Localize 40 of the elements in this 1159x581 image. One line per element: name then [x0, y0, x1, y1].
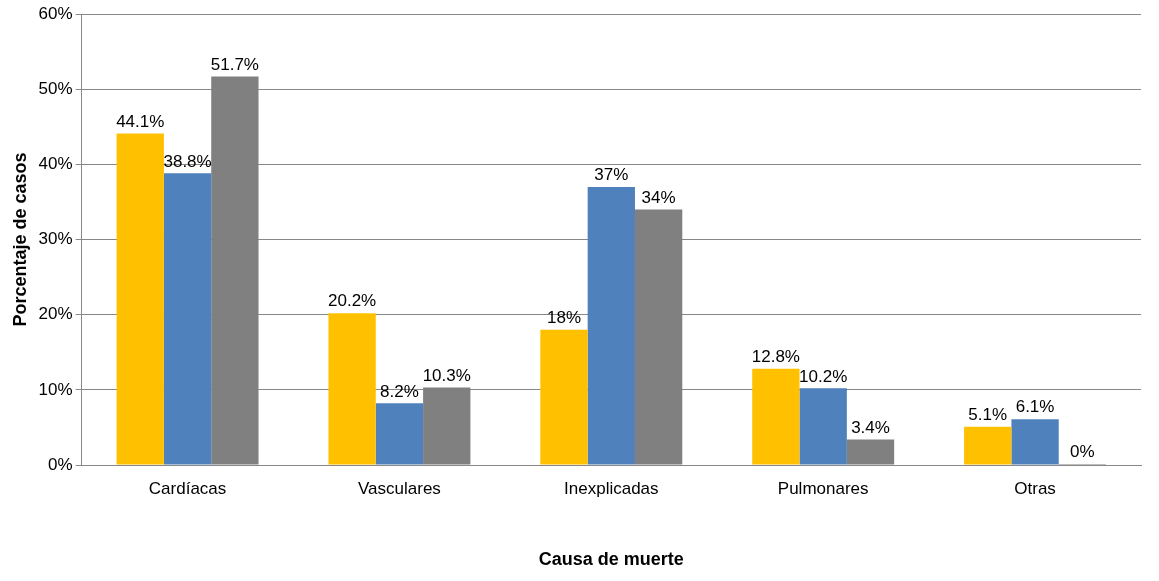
- data-label: 6.1%: [1015, 397, 1055, 417]
- y-axis-title: Porcentaje de casos: [9, 152, 30, 327]
- y-tick-label: 20%: [38, 304, 73, 324]
- bar: [846, 439, 895, 465]
- y-tick-label: 50%: [38, 78, 73, 98]
- data-label: 0%: [1070, 442, 1095, 462]
- x-tick-label: Pulmonares: [777, 478, 869, 498]
- bar: [1011, 419, 1059, 465]
- bar: [540, 329, 588, 465]
- data-label: 20.2%: [328, 291, 377, 311]
- x-axis-title: Causa de muerte: [538, 549, 684, 570]
- data-label: 38.8%: [163, 151, 212, 171]
- bar: [163, 173, 212, 465]
- data-label: 34%: [641, 187, 676, 207]
- data-label: 18%: [546, 307, 582, 327]
- y-tick-label: 40%: [38, 154, 73, 174]
- x-tick-label: Otras: [1014, 478, 1056, 498]
- x-tick-label: Cardíacas: [148, 478, 227, 498]
- bar: [587, 186, 635, 465]
- bar: [328, 313, 376, 465]
- bar: [375, 403, 424, 465]
- bar: [799, 388, 847, 465]
- data-label: 51.7%: [210, 54, 259, 74]
- y-tick-label: 10%: [38, 379, 73, 399]
- data-label: 3.4%: [851, 417, 890, 437]
- y-tick-label: 30%: [38, 229, 73, 249]
- data-label: 5.1%: [968, 404, 1008, 424]
- bar: [964, 426, 1012, 465]
- x-tick-label: Inexplicadas: [564, 478, 659, 498]
- data-label: 37%: [594, 165, 629, 185]
- data-label: 10.3%: [422, 365, 471, 385]
- y-tick-label: 0%: [48, 454, 73, 474]
- data-label: 10.2%: [799, 366, 848, 386]
- bar: [752, 368, 800, 465]
- data-label: 8.2%: [380, 381, 419, 401]
- y-tick-label: 60%: [38, 3, 73, 23]
- data-label: 12.8%: [751, 346, 800, 366]
- bar: [116, 133, 164, 465]
- data-label: 44.1%: [116, 111, 165, 131]
- x-tick-label: Vasculares: [358, 478, 441, 498]
